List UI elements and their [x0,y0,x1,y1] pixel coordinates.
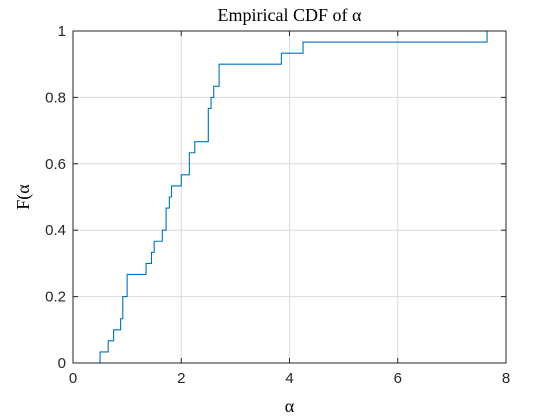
x-tick-label: 6 [394,370,402,387]
y-tick-label: 0.6 [45,156,66,173]
x-tick-label: 4 [285,370,293,387]
y-tick-label: 1 [58,23,66,40]
y-axis-label: F(α [13,184,34,210]
grid [72,30,507,364]
y-tick-label: 0.8 [45,89,66,106]
x-axis-label: α [285,396,295,416]
axes [72,30,507,364]
chart-title: Empirical CDF of α [218,5,362,25]
x-tick-label: 0 [69,370,77,387]
y-tick-label: 0 [58,355,66,372]
tick-labels: 0 2 4 6 8 0 0.2 0.4 0.6 0.8 1 [45,23,510,387]
x-tick-label: 8 [502,370,510,387]
x-tick-label: 2 [177,370,185,387]
series-layer [99,31,488,363]
y-tick-label: 0.2 [45,289,66,306]
y-tick-label: 0.4 [45,222,66,239]
cdf-series-line [99,31,488,363]
